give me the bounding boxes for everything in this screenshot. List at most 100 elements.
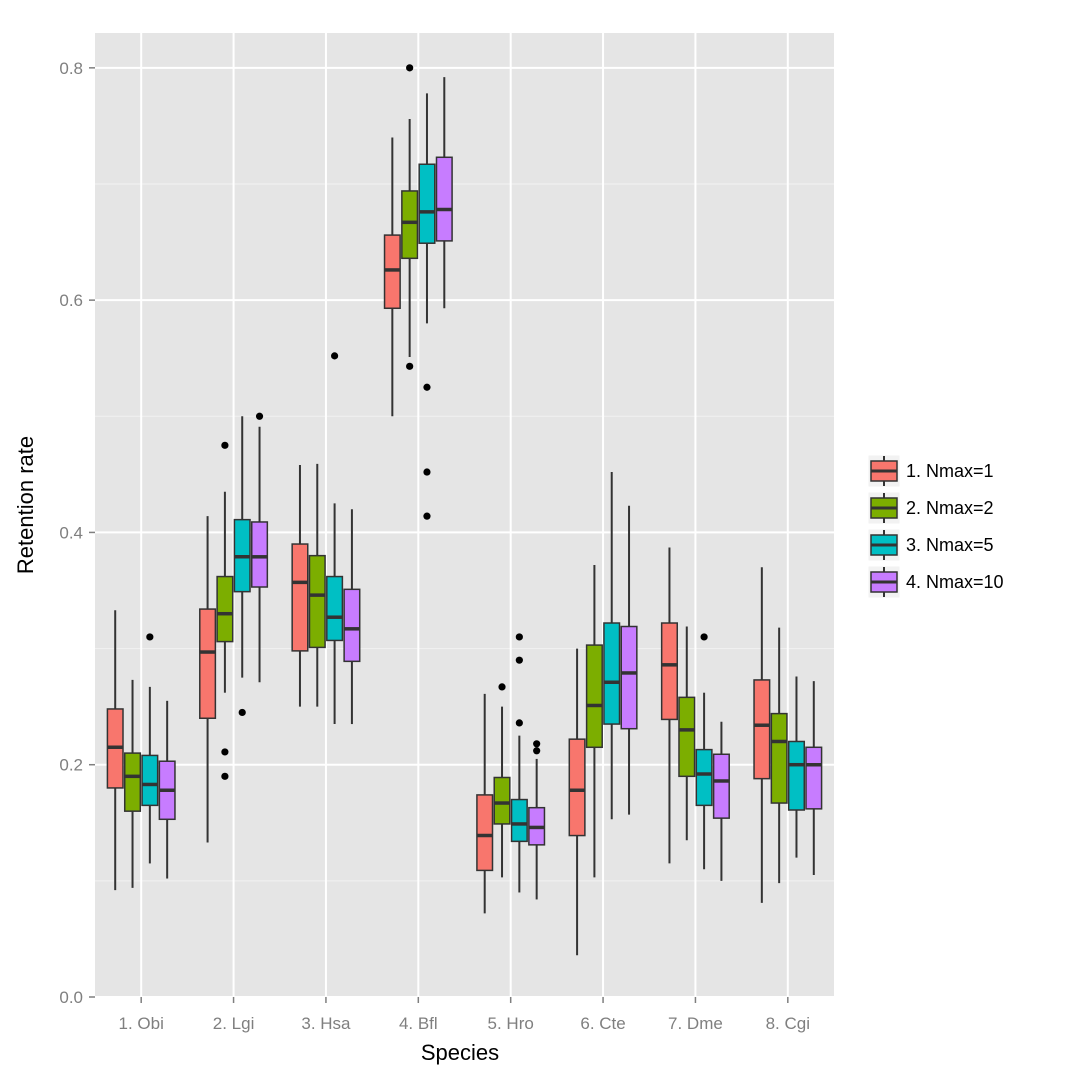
x-tick-label: 8. Cgi <box>766 1014 810 1033</box>
outlier-point <box>238 708 246 717</box>
box-plot <box>695 633 713 870</box>
panel-background <box>95 33 834 997</box>
box-plot <box>141 633 159 864</box>
box <box>216 575 234 643</box>
box-plot <box>620 505 638 815</box>
box-plot <box>753 567 771 903</box>
outlier-point <box>406 362 414 370</box>
box-plot <box>418 93 436 520</box>
box <box>199 608 217 720</box>
box-plot <box>291 465 309 707</box>
box <box>493 776 511 825</box>
box-plot <box>476 693 494 914</box>
outlier-point <box>221 441 229 449</box>
x-tick-label: 3. Hsa <box>301 1014 351 1033</box>
outlier-point <box>146 633 154 641</box>
box-plot <box>805 681 823 876</box>
gridlines <box>95 33 834 998</box>
box <box>695 748 713 807</box>
box-plot <box>678 626 696 841</box>
outlier-point <box>498 683 506 691</box>
y-axis: 0.0 0.2 0.4 0.6 0.8 <box>59 59 95 1007</box>
outlier-point <box>330 352 339 360</box>
box-plot <box>660 547 679 864</box>
box <box>123 752 142 812</box>
box <box>250 521 269 588</box>
legend-item: 4. Nmax=10 <box>867 565 1004 599</box>
box-plot <box>568 648 586 956</box>
box <box>678 696 696 778</box>
x-tick-label: 4. Bfl <box>399 1014 438 1033</box>
box <box>753 679 771 780</box>
box-plot <box>326 352 344 725</box>
box-plot <box>401 64 419 370</box>
box-plot <box>528 740 546 900</box>
box-plot <box>106 610 124 891</box>
box <box>770 712 788 804</box>
box <box>401 190 419 260</box>
box-plot <box>435 77 453 309</box>
legend-label: 1. Nmax=1 <box>906 461 994 481</box>
box-plot <box>603 472 621 820</box>
x-tick-label: 6. Cte <box>580 1014 625 1033</box>
box <box>418 163 436 244</box>
box <box>510 798 528 843</box>
outlier-point <box>406 64 414 72</box>
y-tick-label: 0.4 <box>59 523 83 542</box>
legend-label: 3. Nmax=5 <box>906 535 994 555</box>
box <box>435 156 453 242</box>
outlier-point <box>533 747 541 755</box>
box-plot <box>216 441 234 780</box>
y-tick-label: 0.8 <box>59 59 83 78</box>
outlier-point <box>423 383 431 391</box>
box <box>603 622 621 725</box>
box-plot <box>712 721 730 881</box>
box-layer <box>106 64 823 956</box>
box-plot <box>383 137 401 417</box>
box <box>476 794 494 872</box>
box-plot <box>250 412 269 683</box>
outlier-point <box>533 740 541 748</box>
outlier-point <box>255 412 264 420</box>
box-plot <box>308 463 326 707</box>
box-plot <box>770 627 788 884</box>
legend: 1. Nmax=1 2. Nmax=2 3. Nmax=5 4. Nmax=10 <box>867 454 1004 599</box>
x-tick-label: 1. Obi <box>119 1014 164 1033</box>
outlier-point <box>221 748 229 756</box>
x-tick-label: 2. Lgi <box>213 1014 255 1033</box>
box <box>568 738 586 837</box>
box-plot <box>493 683 511 878</box>
legend-item: 3. Nmax=5 <box>867 528 994 562</box>
outlier-point <box>221 772 229 780</box>
box <box>585 644 603 749</box>
legend-item: 2. Nmax=2 <box>867 491 994 525</box>
y-axis-title: Retention rate <box>13 436 38 574</box>
legend-label: 4. Nmax=10 <box>906 572 1004 592</box>
box-plot <box>510 633 528 893</box>
box-plot <box>233 416 251 717</box>
outlier-point <box>515 633 523 641</box>
box <box>141 754 159 807</box>
outlier-point <box>423 512 431 520</box>
y-tick-label: 0.0 <box>59 988 83 1007</box>
box-plot <box>343 509 361 725</box>
y-tick-label: 0.2 <box>59 756 83 775</box>
outlier-point <box>515 719 523 727</box>
box-plot <box>123 679 142 888</box>
legend-label: 2. Nmax=2 <box>906 498 994 518</box>
box <box>291 543 309 652</box>
x-axis: 1. Obi 2. Lgi 3. Hsa 4. Bfl 5. Hro 6. Cte 7. D… <box>119 997 810 1033</box>
box-plot <box>199 516 217 843</box>
x-tick-label: 5. Hro <box>488 1014 534 1033</box>
outlier-point <box>515 656 523 664</box>
box-plot <box>158 700 176 879</box>
box <box>712 753 730 819</box>
box-plot <box>585 564 603 878</box>
box <box>343 588 361 663</box>
x-axis-title: Species <box>421 1040 499 1065</box>
y-tick-label: 0.6 <box>59 291 83 310</box>
outlier-point <box>700 633 708 641</box>
box <box>326 575 344 642</box>
legend-item: 1. Nmax=1 <box>867 454 994 488</box>
box <box>660 622 679 721</box>
